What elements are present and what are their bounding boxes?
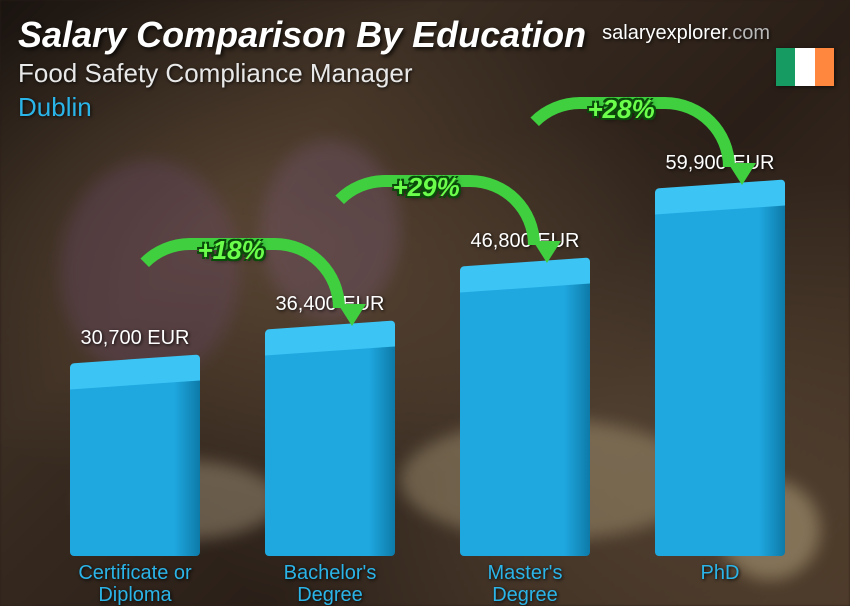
arrow-head-icon xyxy=(533,241,561,263)
chart-location: Dublin xyxy=(18,92,92,123)
bar-value-label: 30,700 EUR xyxy=(45,327,225,350)
brand-watermark: salaryexplorer.com xyxy=(602,22,770,45)
bar-front xyxy=(655,197,785,556)
flag-stripe-2 xyxy=(795,48,814,86)
bar-category-label: Master'sDegree xyxy=(435,562,615,606)
increase-percent-label: +29% xyxy=(393,172,460,203)
bar-front xyxy=(460,275,590,556)
bar xyxy=(265,338,395,556)
bar-front xyxy=(265,338,395,556)
bar-group: 59,900 EURPhD xyxy=(655,197,785,556)
country-flag-ireland xyxy=(776,48,834,86)
bar-chart: 30,700 EURCertificate orDiploma 36,400 EU… xyxy=(40,136,790,556)
bar-category-label: Certificate orDiploma xyxy=(45,562,225,606)
brand-main: salaryexplorer xyxy=(602,22,727,44)
bar-front xyxy=(70,372,200,556)
bar xyxy=(460,275,590,556)
chart-title: Salary Comparison By Education xyxy=(18,14,586,56)
increase-percent-label: +28% xyxy=(588,94,655,125)
infographic-container: Salary Comparison By Education Food Safe… xyxy=(0,0,850,606)
bar-category-label: PhD xyxy=(630,562,810,584)
arrow-head-icon xyxy=(728,163,756,185)
increase-percent-label: +18% xyxy=(198,235,265,266)
bar-group: 30,700 EURCertificate orDiploma xyxy=(70,372,200,556)
bar-category-label: Bachelor'sDegree xyxy=(240,562,420,606)
flag-stripe-1 xyxy=(776,48,795,86)
arrow-head-icon xyxy=(338,304,366,326)
flag-stripe-3 xyxy=(815,48,834,86)
brand-suffix: .com xyxy=(727,22,770,44)
bar xyxy=(70,372,200,556)
bar xyxy=(655,197,785,556)
chart-subtitle: Food Safety Compliance Manager xyxy=(18,58,413,89)
bar-group: 36,400 EURBachelor'sDegree xyxy=(265,338,395,556)
bar-group: 46,800 EURMaster'sDegree xyxy=(460,275,590,556)
